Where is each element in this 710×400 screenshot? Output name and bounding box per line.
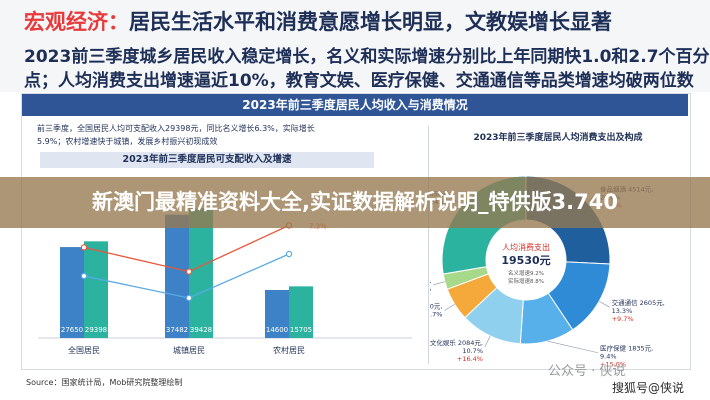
watermark-public-account: 公众号 · 侠说 <box>548 364 626 379</box>
subheadline-line-1: 2023前三季度城乡居民收入稳定增长，名义和实际增速分别比上年同期快1.0和2.… <box>24 47 710 67</box>
center-value: 19530元 <box>501 254 550 267</box>
panel-banner: 2023年前三季度居民人均收入与消费情况 <box>22 94 688 116</box>
pie-share: 9.4% <box>600 353 617 361</box>
pie-growth: +9.7% <box>612 315 634 323</box>
pie-chart-title: 2023年前三季度居民人均消费支出及构成 <box>473 133 643 143</box>
income-bar-chart: 27650 29398 全国居民 37482 39428 城镇居民 14600 15705 农村… <box>38 208 412 355</box>
pie-share: 5.7% <box>430 311 442 319</box>
center-label: 人均消费支出 <box>502 242 550 252</box>
overlay-banner-text: 新澳门最精准资料大全,实证数据解析说明_特供版3.740 <box>0 177 710 228</box>
pie-label: 生活用品及服务 1120元, <box>430 302 442 311</box>
headline-prefix: 宏观经济： <box>24 10 129 34</box>
source-note: Source：国家统计局，Mob研究院整理绘制 <box>26 378 183 387</box>
bar-value-label: 15705 <box>290 326 312 334</box>
bar-农村居民-0 <box>265 289 289 338</box>
growth-point <box>80 272 88 280</box>
headline-main: 居民生活水平和消费意愿增长明显，文教娱增长显著 <box>129 10 612 34</box>
bar-value-label: 37482 <box>166 326 188 334</box>
bar-全国居民-0 <box>60 247 84 338</box>
growth-point <box>185 294 193 302</box>
bar-城镇居民-0 <box>165 214 189 338</box>
category-label: 农村居民 <box>273 345 305 355</box>
bar-value-label: 14600 <box>266 326 288 334</box>
pie-share: 2.7% <box>430 285 431 293</box>
pie-leader-line <box>598 301 610 308</box>
growth-point <box>185 268 193 275</box>
bar-chart-title: 2023年前三季度居民可支配收入及增速 <box>40 152 374 168</box>
intro-line-2: 5.9%；农村增速快于城镇，发展乡村振兴初现成效 <box>37 137 218 146</box>
pie-leader-line <box>433 281 445 286</box>
category-label: 全国居民 <box>68 345 100 355</box>
pie-growth: +15.0% <box>600 361 626 368</box>
headline: 宏观经济：居民生活水平和消费意愿增长明显，文教娱增长显著 <box>24 6 612 36</box>
pie-growth: +16.4% <box>457 355 483 363</box>
pie-leader-line <box>444 304 455 311</box>
panel-divider <box>428 126 429 364</box>
bar-农村居民-1 <box>289 286 313 338</box>
pie-label: 医疗保健 1835元, <box>600 344 653 353</box>
center-note: 名义增速9.2% <box>508 269 544 277</box>
bar-value-label: 29398 <box>85 326 107 334</box>
donut-hole <box>487 221 565 299</box>
bar-value-label: 27650 <box>61 326 83 334</box>
growth-point <box>285 250 293 258</box>
watermark-sohu: 搜狐号@侠说 <box>612 379 685 396</box>
pie-label: 教育文化娱乐 2084元, <box>430 338 483 347</box>
subheadline-line-2: 点；人均消费支出增速逼近10%，教育文娱、医疗保健、交通通信等品类增速均破两位数 <box>24 71 694 91</box>
pie-label: 交通通信 2605元, <box>612 298 665 307</box>
consumption-pie-chart: 食品烟酒 4514元,29.0%+6.4%交通通信 2605元,13.3%+9.… <box>430 175 665 368</box>
intro-line-1: 前三季度，全国居民人均可支配收入29398元，同比名义增长6.3%，实际增长 <box>37 124 315 133</box>
intro-text: 前三季度，全国居民人均可支配收入29398元，同比名义增长6.3%，实际增长 5… <box>37 122 357 148</box>
pie-share: 13.3% <box>612 307 633 315</box>
growth-point <box>80 244 88 251</box>
center-note: 实际增速8.8% <box>508 277 544 285</box>
header-panel: 宏观经济：居民生活水平和消费意愿增长明显，文教娱增长显著 2023前三季度城乡居… <box>0 0 710 92</box>
bar-城镇居民-1 <box>189 208 213 338</box>
pie-label: 其他用品及服务 522元, <box>430 276 431 285</box>
bar-全国居民-1 <box>84 241 108 338</box>
category-label: 城镇居民 <box>173 345 205 355</box>
pie-leader-line <box>484 335 491 347</box>
bar-value-label: 39428 <box>190 326 212 334</box>
pie-leader-line <box>547 340 599 354</box>
pie-share: 10.7% <box>462 347 483 355</box>
